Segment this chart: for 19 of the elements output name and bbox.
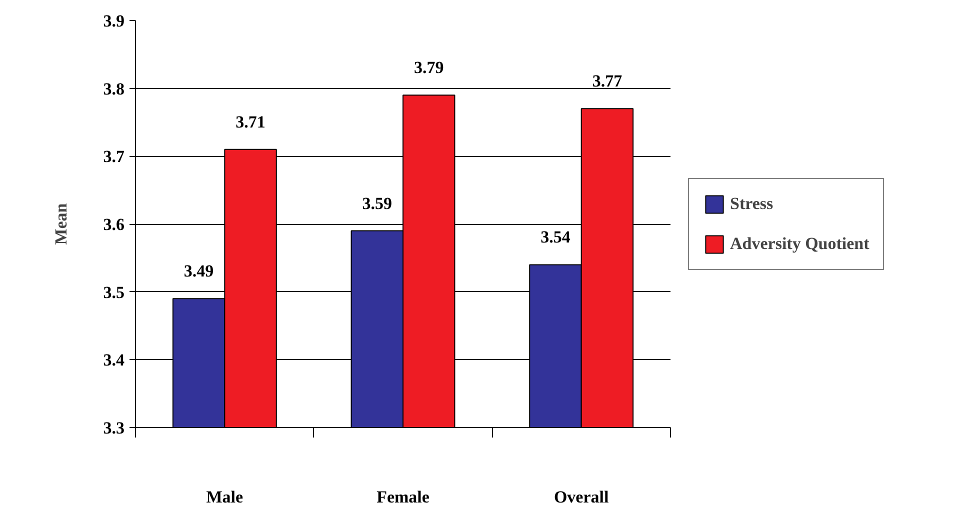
data-label: 3.49: [184, 262, 214, 281]
y-tick-label: 3.4: [103, 350, 125, 370]
y-tick-label: 3.5: [103, 282, 124, 302]
x-tick-label: Overall: [554, 488, 609, 506]
y-axis-title: Mean: [51, 202, 70, 245]
y-tick-label: 3.8: [103, 79, 124, 98]
legend-label: Adversity Quotient: [730, 234, 870, 254]
x-tick-label: Male: [206, 488, 244, 506]
data-label: 3.59: [362, 194, 392, 213]
data-label: 3.71: [236, 112, 266, 132]
y-tick-label: 3.9: [103, 12, 124, 30]
data-label: 3.54: [540, 228, 571, 247]
y-tick-label: 3.7: [103, 147, 125, 166]
x-tick-label: Female: [376, 488, 430, 506]
data-label: 3.77: [592, 72, 623, 91]
y-tick-label: 3.6: [103, 215, 124, 234]
data-label: 3.79: [414, 58, 444, 78]
legend-label: Stress: [730, 194, 774, 214]
y-tick-label: 3.3: [103, 418, 124, 438]
